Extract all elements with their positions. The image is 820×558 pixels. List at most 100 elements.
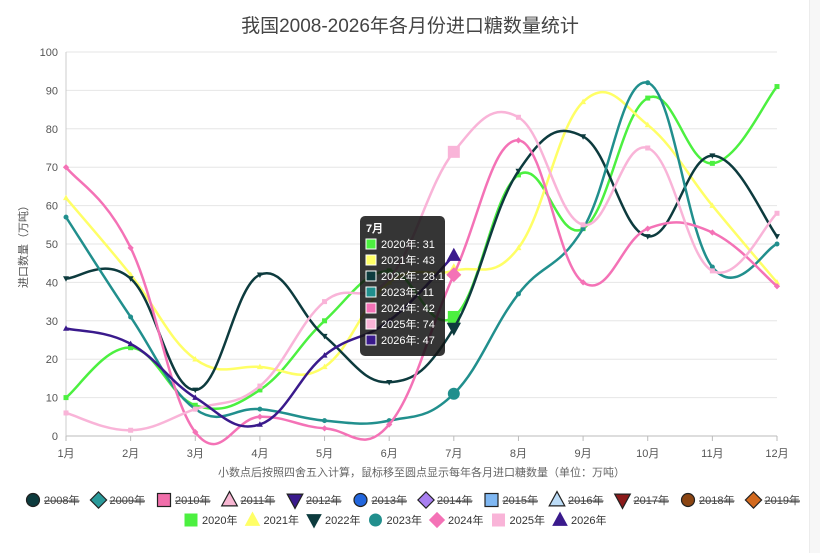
data-point[interactable]	[128, 345, 134, 351]
legend-symbol[interactable]	[680, 492, 696, 508]
data-point[interactable]	[127, 271, 134, 277]
legend-item[interactable]: 2009年	[89, 491, 145, 509]
data-point[interactable]	[447, 387, 460, 400]
data-point[interactable]	[127, 276, 134, 282]
legend-symbol[interactable]	[369, 513, 382, 527]
data-point[interactable]	[63, 276, 69, 282]
legend-item[interactable]: 2021年	[244, 511, 299, 527]
data-point[interactable]	[773, 283, 781, 290]
legend-symbol[interactable]	[184, 513, 198, 527]
data-point[interactable]	[644, 225, 651, 232]
legend-item[interactable]: 2020年	[184, 513, 238, 527]
data-point[interactable]	[774, 241, 780, 247]
data-point[interactable]	[645, 95, 651, 101]
legend-symbol[interactable]	[306, 514, 322, 529]
data-point[interactable]	[644, 121, 651, 128]
data-point[interactable]	[256, 272, 263, 278]
data-point[interactable]	[709, 229, 716, 236]
data-point[interactable]	[579, 279, 587, 286]
data-point[interactable]	[446, 247, 462, 261]
legend-item[interactable]: 2016年	[548, 490, 603, 507]
legend-symbol[interactable]	[244, 511, 261, 526]
data-point[interactable]	[515, 168, 522, 175]
data-point[interactable]	[321, 363, 328, 370]
data-point[interactable]	[127, 244, 134, 251]
data-point[interactable]	[645, 80, 651, 86]
data-point[interactable]	[63, 410, 69, 416]
legend-symbol[interactable]	[744, 491, 763, 509]
legend-symbol[interactable]	[484, 492, 499, 508]
data-point[interactable]	[709, 202, 716, 208]
legend-item[interactable]: 2023年	[369, 513, 422, 527]
legend-symbol[interactable]	[548, 490, 566, 507]
legend-symbol[interactable]	[552, 511, 568, 526]
data-point[interactable]	[580, 226, 586, 232]
data-point[interactable]	[256, 413, 264, 420]
data-point[interactable]	[192, 355, 199, 362]
data-point[interactable]	[321, 425, 328, 432]
legend-symbol[interactable]	[613, 493, 632, 510]
legend-item[interactable]: 2015年	[484, 492, 538, 508]
data-point[interactable]	[256, 421, 263, 427]
legend-item[interactable]: 2019年	[744, 491, 800, 509]
data-point[interactable]	[63, 325, 69, 331]
scrollbar-track[interactable]	[809, 0, 820, 553]
data-point[interactable]	[192, 406, 198, 412]
data-point[interactable]	[322, 318, 328, 324]
data-point[interactable]	[63, 194, 69, 201]
legend-item[interactable]: 2025年	[492, 513, 545, 527]
legend-symbol[interactable]	[417, 491, 435, 509]
data-point[interactable]	[127, 340, 134, 347]
data-point[interactable]	[447, 145, 460, 158]
data-point[interactable]	[774, 210, 780, 216]
legend-item[interactable]: 2011年	[220, 490, 275, 507]
legend-item[interactable]: 2013年	[353, 492, 407, 508]
data-point[interactable]	[447, 310, 460, 323]
legend-item[interactable]: 2022年	[306, 513, 360, 529]
data-point[interactable]	[322, 418, 328, 424]
legend-item[interactable]: 2017年	[613, 493, 669, 510]
data-point[interactable]	[63, 395, 69, 401]
data-point[interactable]	[645, 145, 651, 151]
legend-item[interactable]: 2026年	[552, 511, 606, 527]
data-point[interactable]	[774, 84, 780, 90]
data-point[interactable]	[446, 267, 462, 283]
data-point[interactable]	[128, 314, 134, 320]
data-point[interactable]	[774, 234, 780, 240]
data-point[interactable]	[709, 153, 716, 159]
data-point[interactable]	[192, 402, 198, 408]
legend-item[interactable]: 2010年	[156, 492, 211, 508]
legend-symbol[interactable]	[220, 490, 239, 507]
data-point[interactable]	[192, 387, 199, 394]
data-point[interactable]	[256, 363, 263, 370]
legend-symbol[interactable]	[492, 513, 505, 527]
data-point[interactable]	[580, 222, 586, 228]
data-point[interactable]	[386, 421, 393, 428]
data-point[interactable]	[515, 172, 521, 178]
legend-symbol[interactable]	[428, 511, 446, 529]
data-point[interactable]	[322, 299, 328, 305]
legend-item[interactable]: 2008年	[25, 492, 80, 508]
data-point[interactable]	[192, 429, 199, 436]
data-point[interactable]	[709, 268, 715, 274]
data-point[interactable]	[386, 379, 393, 386]
data-point[interactable]	[257, 387, 263, 393]
data-point[interactable]	[709, 160, 715, 166]
legend-symbol[interactable]	[25, 492, 41, 508]
legend-item[interactable]: 2012年	[286, 493, 341, 510]
data-point[interactable]	[62, 164, 70, 171]
legend-symbol[interactable]	[286, 493, 304, 510]
legend-symbol[interactable]	[89, 491, 108, 509]
data-point[interactable]	[128, 427, 134, 433]
data-point[interactable]	[257, 383, 263, 389]
legend-symbol[interactable]	[353, 492, 368, 508]
data-point[interactable]	[644, 234, 651, 240]
data-point[interactable]	[321, 333, 328, 340]
data-point[interactable]	[515, 137, 522, 144]
data-point[interactable]	[446, 322, 462, 336]
data-point[interactable]	[709, 264, 715, 270]
data-point[interactable]	[515, 114, 521, 120]
data-point[interactable]	[63, 214, 69, 220]
data-point[interactable]	[257, 406, 263, 412]
data-point[interactable]	[192, 394, 199, 400]
